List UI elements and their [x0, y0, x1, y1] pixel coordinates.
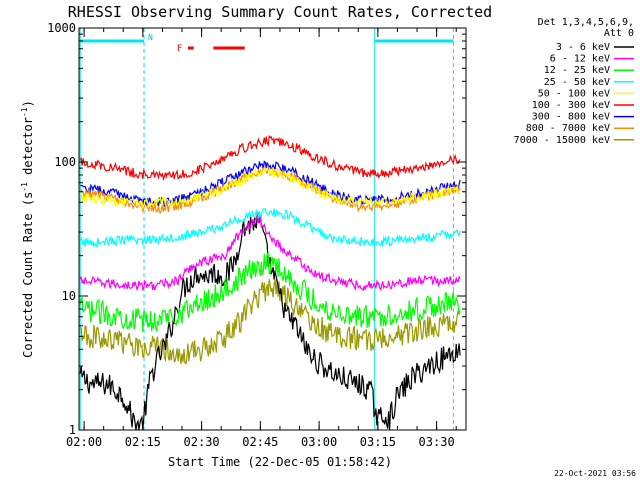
- series-line: [79, 251, 461, 332]
- legend-header-line: Det 1,3,4,5,6,9,: [538, 17, 634, 28]
- series-line: [79, 210, 461, 431]
- legend-label: 6 - 12 keV: [550, 54, 610, 65]
- series-layer: [79, 134, 461, 431]
- x-tick-label: 02:15: [125, 435, 161, 449]
- flare-flag-label: F: [177, 44, 182, 54]
- x-tick-label: 02:30: [184, 435, 220, 449]
- flare-flags-layer: F: [177, 44, 245, 54]
- legend-label: 7000 - 15000 keV: [514, 135, 610, 146]
- x-tick-label: 03:15: [360, 435, 396, 449]
- x-axis-label: Start Time (22-Dec-05 01:58:42): [168, 455, 392, 469]
- x-tick-label: 02:00: [66, 435, 102, 449]
- legend-label: 12 - 25 keV: [544, 65, 610, 76]
- y-axis-label-part: Corrected Count Rate (s: [21, 192, 35, 358]
- series-line: [80, 279, 461, 365]
- y-tick-label: 1000: [47, 21, 76, 35]
- legend-label: 25 - 50 keV: [544, 77, 610, 88]
- x-tick-label: 02:45: [242, 435, 278, 449]
- legend-label: 800 - 7000 keV: [526, 123, 610, 134]
- night-periods-layer: N: [79, 28, 454, 430]
- series-line: [79, 208, 461, 249]
- y-axis-label: Corrected Count Rate (s-1 detector-1): [20, 100, 35, 358]
- y-axis-label-part: ): [21, 100, 35, 107]
- legend-label: 300 - 800 keV: [532, 112, 610, 123]
- y-axis-label-part: detector: [21, 117, 35, 182]
- series-line: [79, 134, 461, 182]
- x-tick-label: 03:30: [419, 435, 455, 449]
- y-tick-label: 1: [69, 423, 76, 437]
- legend-label: 50 - 100 keV: [538, 88, 610, 99]
- y-axis-label-exponent: -1: [20, 182, 29, 192]
- footer-timestamp: 22-Oct-2021 03:56: [554, 469, 636, 478]
- x-axis: 02:00 02:15 02:30 02:45 03:00 03:15 03:30: [66, 28, 457, 449]
- chart-title: RHESSI Observing Summary Count Rates, Co…: [68, 3, 492, 21]
- legend-label: 3 - 6 keV: [556, 42, 610, 53]
- series-line: [79, 166, 461, 210]
- series-line: [79, 216, 461, 292]
- y-axis: 1 10 100 1000: [47, 21, 466, 437]
- plot-frame: [78, 27, 467, 431]
- series-line: [80, 165, 461, 214]
- legend-label: 100 - 300 keV: [532, 100, 610, 111]
- x-tick-label: 03:00: [301, 435, 337, 449]
- legend-header-line: Att 0: [604, 28, 634, 39]
- y-tick-label: 10: [62, 289, 76, 303]
- y-axis-label-exponent: -1: [20, 107, 29, 117]
- night-period-label: N: [148, 33, 153, 42]
- y-tick-label: 100: [54, 155, 76, 169]
